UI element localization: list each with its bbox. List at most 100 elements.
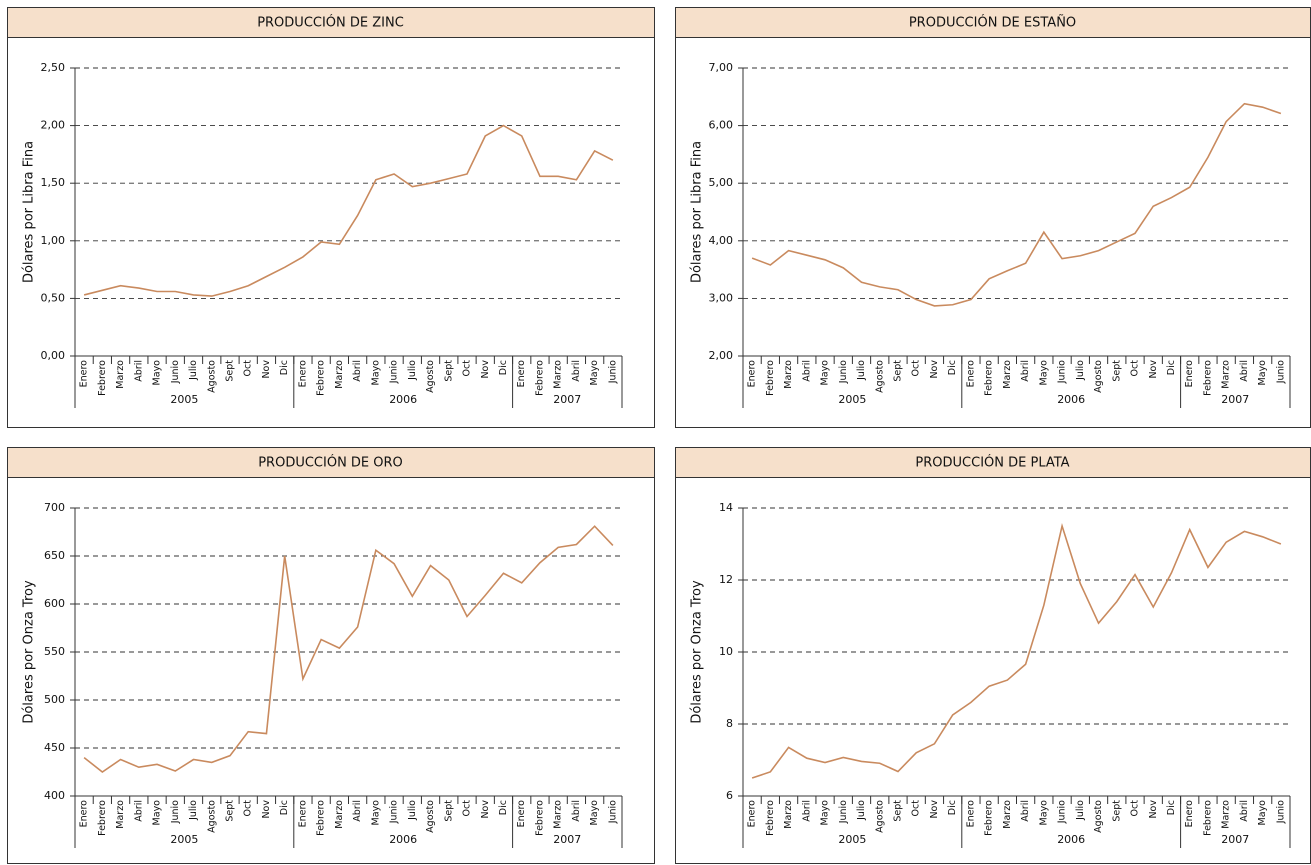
x-tick-label: Abril — [1239, 800, 1250, 822]
x-group-label: 2005 — [838, 393, 866, 406]
x-tick-label: Enero — [79, 360, 90, 388]
x-tick-label: Junio — [1275, 800, 1286, 824]
x-tick-label: Mayo — [820, 800, 831, 826]
panel-frame — [7, 447, 655, 864]
x-tick-label: Abril — [571, 800, 582, 822]
x-tick-label: Julio — [856, 800, 867, 821]
x-tick-label: Agosto — [1093, 800, 1104, 833]
chart-panel: PRODUCCIÓN DE ESTAÑO Dólares por Libra Fi… — [675, 7, 1311, 428]
x-tick-label: Julio — [1075, 360, 1086, 381]
x-tick-label: Abril — [133, 800, 144, 822]
x-tick-label: Dic — [279, 800, 290, 815]
chart-title: PRODUCCIÓN DE ORO — [258, 455, 403, 471]
x-tick-label: Mayo — [370, 800, 381, 826]
x-tick-label: Marzo — [115, 800, 126, 829]
y-tick-label: 7,00 — [709, 61, 734, 74]
x-tick-label: Dic — [279, 360, 290, 375]
x-tick-label: Agosto — [874, 360, 885, 393]
y-tick-label: 6,00 — [709, 119, 734, 132]
x-tick-label: Marzo — [1002, 800, 1013, 829]
x-tick-label: Oct — [462, 800, 473, 817]
x-group-label: 2006 — [1057, 393, 1085, 406]
x-tick-label: Abril — [1239, 360, 1250, 382]
x-group-label: 2006 — [1057, 833, 1085, 846]
x-group-label: 2007 — [1221, 833, 1249, 846]
y-axis-label: Dólares por Libra Fina — [690, 141, 705, 283]
data-line — [83, 525, 614, 773]
x-tick-label: Marzo — [1002, 360, 1013, 389]
x-tick-label: Abril — [801, 800, 812, 822]
x-tick-label: Febrero — [534, 360, 545, 396]
x-tick-label: Marzo — [553, 360, 564, 389]
x-tick-label: Mayo — [1257, 360, 1268, 386]
x-tick-label: Nov — [929, 800, 940, 819]
panel-header — [7, 7, 655, 38]
x-tick-label: Abril — [133, 360, 144, 382]
x-tick-label: Sept — [224, 360, 235, 382]
x-tick-label: Febrero — [765, 360, 776, 396]
x-tick-label: Sept — [443, 800, 454, 822]
x-tick-label: Febrero — [316, 360, 327, 396]
x-tick-label: Mayo — [589, 360, 600, 386]
x-tick-label: Agosto — [206, 800, 217, 833]
x-tick-label: Abril — [571, 360, 582, 382]
x-tick-label: Mayo — [589, 800, 600, 826]
x-tick-label: Nov — [929, 360, 940, 379]
y-tick-label: 550 — [44, 645, 65, 658]
x-tick-label: Febrero — [316, 800, 327, 836]
x-tick-label: Enero — [516, 360, 527, 388]
x-tick-label: Nov — [261, 800, 272, 819]
data-line — [83, 124, 614, 297]
x-tick-label: Febrero — [765, 800, 776, 836]
y-tick-label: 400 — [44, 789, 65, 802]
x-tick-label: Julio — [188, 360, 199, 381]
x-tick-label: Julio — [856, 360, 867, 381]
x-tick-label: Oct — [462, 360, 473, 377]
chart-panel: PRODUCCIÓN DE ORO Dólares por Onza Troy 40… — [7, 447, 655, 864]
x-tick-label: Febrero — [534, 800, 545, 836]
data-line — [751, 522, 1282, 779]
chart-panel: PRODUCCIÓN DE PLATA Dólares por Onza Troy… — [675, 447, 1311, 864]
x-tick-label: Oct — [911, 360, 922, 377]
x-tick-label: Marzo — [1221, 800, 1232, 829]
y-tick-label: 500 — [44, 693, 65, 706]
y-tick-label: 0,50 — [41, 291, 66, 304]
x-tick-label: Mayo — [1038, 360, 1049, 386]
x-tick-label: Enero — [516, 800, 527, 828]
x-tick-label: Mayo — [152, 800, 163, 826]
x-tick-label: Abril — [1020, 800, 1031, 822]
y-tick-label: 700 — [44, 501, 65, 514]
y-tick-label: 5,00 — [709, 176, 734, 189]
x-tick-label: Enero — [297, 360, 308, 388]
x-tick-label: Sept — [892, 800, 903, 822]
chart-title: PRODUCCIÓN DE ESTAÑO — [909, 15, 1076, 31]
panel-header — [675, 447, 1311, 478]
y-tick-label: 14 — [719, 501, 733, 514]
panel-frame — [675, 7, 1311, 428]
chart-panel: PRODUCCIÓN DE ZINC Dólares por Libra Fina… — [7, 7, 655, 428]
x-tick-label: Agosto — [874, 800, 885, 833]
x-tick-label: Mayo — [152, 360, 163, 386]
x-group-label: 2005 — [838, 833, 866, 846]
y-tick-label: 2,50 — [41, 61, 66, 74]
y-tick-label: 12 — [719, 573, 733, 586]
x-tick-label: Dic — [498, 800, 509, 815]
y-axis-label: Dólares por Onza Troy — [690, 580, 705, 724]
y-tick-label: 1,50 — [41, 176, 66, 189]
x-tick-label: Nov — [1148, 360, 1159, 379]
x-tick-label: Sept — [1111, 800, 1122, 822]
x-tick-label: Abril — [352, 800, 363, 822]
x-tick-label: Junio — [607, 360, 618, 384]
y-tick-label: 1,00 — [41, 234, 66, 247]
x-tick-label: Junio — [1057, 800, 1068, 824]
x-tick-label: Julio — [188, 800, 199, 821]
x-tick-label: Febrero — [984, 360, 995, 396]
x-tick-label: Marzo — [553, 800, 564, 829]
y-tick-label: 650 — [44, 549, 65, 562]
chart-title: PRODUCCIÓN DE ZINC — [257, 15, 404, 31]
x-tick-label: Enero — [297, 800, 308, 828]
panel-header — [7, 447, 655, 478]
x-tick-label: Enero — [965, 800, 976, 828]
x-tick-label: Febrero — [1202, 800, 1213, 836]
